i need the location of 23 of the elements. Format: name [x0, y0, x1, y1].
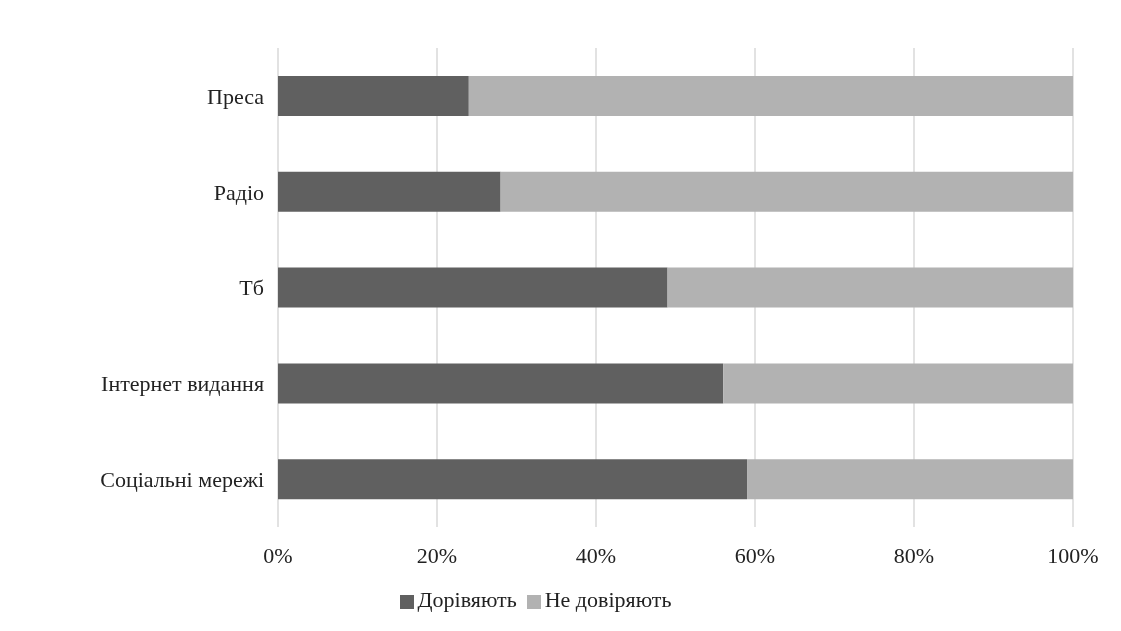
x-tick-label: 80%	[893, 542, 935, 568]
x-tick-label: 100%	[1047, 542, 1099, 568]
bar	[278, 459, 748, 500]
x-tick-label: 20%	[416, 542, 458, 568]
bar	[500, 171, 1073, 212]
x-tick-label: 40%	[575, 542, 617, 568]
bar	[278, 171, 501, 212]
bar	[278, 76, 469, 116]
bar	[667, 267, 1073, 308]
legend-label: Не довіряють	[544, 587, 672, 612]
y-tick-label: Соціальні мережі	[100, 466, 264, 492]
y-tick-label: Радіо	[213, 179, 264, 205]
y-tick-label: Інтернет видання	[101, 371, 264, 397]
y-tick-label: Тб	[239, 275, 264, 301]
bar	[747, 459, 1073, 500]
y-tick-label: Преса	[207, 83, 265, 109]
legend-label: Дорівяють	[417, 587, 517, 612]
x-tick-label: 60%	[734, 542, 776, 568]
bar	[723, 363, 1073, 404]
x-tick-label: 0%	[263, 542, 293, 568]
bar	[278, 363, 724, 404]
bar	[278, 267, 668, 308]
bar	[468, 76, 1073, 116]
